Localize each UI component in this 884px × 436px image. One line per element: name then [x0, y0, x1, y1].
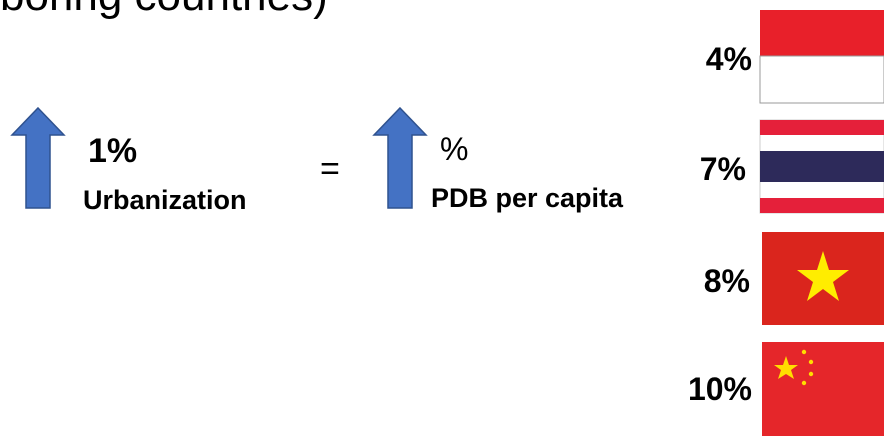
heading: boring countries) — [0, 0, 328, 20]
flag-rate: 4% — [706, 41, 752, 77]
right-change: % — [440, 131, 468, 167]
flag-rate: 8% — [704, 263, 750, 299]
flag — [762, 232, 884, 325]
left-change: 1% — [88, 132, 137, 170]
flag — [759, 10, 884, 104]
flag-rate: 10% — [688, 371, 752, 407]
equals: = — [320, 150, 340, 188]
up-arrow — [372, 106, 428, 209]
flag — [762, 342, 884, 436]
right-label: PDB per capita — [431, 183, 624, 213]
left-label: Urbanization — [83, 185, 247, 215]
flag — [759, 119, 884, 214]
flag-rate: 7% — [700, 151, 746, 187]
up-arrow — [10, 106, 66, 209]
